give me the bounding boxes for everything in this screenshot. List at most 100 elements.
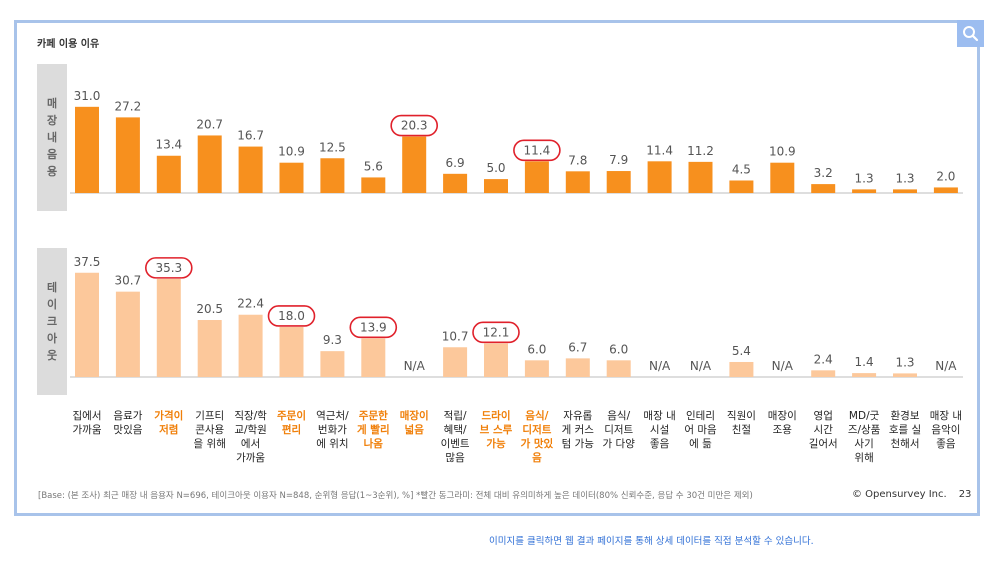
circle-takeout-7 [349,316,398,339]
copyright-block: © Opensurvey Inc. 23 [852,489,971,500]
label-dinein-17: 10.9 [769,145,796,159]
label-dinein-4: 16.7 [237,129,264,143]
label-dinein-2: 13.4 [155,138,182,152]
label-dinein-5: 10.9 [278,145,305,159]
label-takeout-12: 6.7 [568,340,587,354]
circle-takeout-10 [472,321,520,344]
bar-dinein-10 [484,179,508,193]
click-hint[interactable]: 이미지를 클릭하면 웹 결과 페이지를 통해 상세 데이터를 직접 분석할 수 … [489,536,814,547]
bar-takeout-13 [606,360,631,377]
bar-takeout-16 [729,361,754,377]
label-takeout-3: 20.5 [196,302,223,316]
label-dinein-20: 1.3 [895,171,914,185]
label-dinein-6: 12.5 [319,140,346,154]
chart-title: 카페 이용 이유 [37,39,100,50]
category-label-7: 주문한 게 빨리 나옴 [357,409,390,450]
category-label-12: 자유롭 게 커스 텀 가능 [562,410,595,450]
category-label-19: MD/굿 즈/상품 사기 위해 [848,410,881,464]
label-takeout-20: 1.3 [895,355,914,369]
category-label-3: 기프티 콘사용 을 위해 [194,410,226,450]
bar-dinein-12 [565,171,590,193]
category-label-4: 직장/학 교/학원 에서 가까움 [234,410,267,464]
bar-takeout-3 [197,320,222,377]
bar-dinein-4 [238,146,263,193]
bar-dinein-8 [402,136,427,193]
label-dinein-13: 7.9 [609,153,628,167]
circle-takeout-5 [267,305,316,327]
label-takeout-10: 12.1 [483,325,510,339]
category-label-5: 주문이 편리 [277,409,306,436]
search-icon [963,26,979,42]
bar-dinein-16 [729,180,754,193]
bar-dinein-14 [647,161,672,193]
label-takeout-1: 30.7 [115,274,142,288]
footnote: [Base: (본 조사) 최근 매장 내 음용자 N=696, 테이크아웃 이… [38,491,753,501]
label-takeout-8: N/A [404,359,426,373]
category-label-13: 음식/디저트 가 다양 [603,410,636,450]
label-dinein-0: 31.0 [74,89,101,103]
label-takeout-0: 37.5 [74,255,101,269]
label-takeout-14: N/A [649,359,671,373]
bar-dinein-20 [893,189,917,193]
label-takeout-15: N/A [690,359,712,373]
category-label-8: 매장이 넓음 [400,409,429,436]
bar-dinein-11 [524,161,549,193]
category-label-6: 역근처/번화가 에 위치 [316,410,349,450]
label-takeout-6: 9.3 [323,333,342,347]
label-dinein-8: 20.3 [401,119,428,133]
category-label-18: 영업 시간 길어서 [809,409,838,450]
bar-dinein-19 [852,189,877,193]
label-dinein-1: 27.2 [115,99,142,113]
label-takeout-19: 1.4 [855,355,874,369]
bar-dinein-7 [361,177,386,193]
category-label-17: 매장이 조용 [768,410,797,436]
category-label-11: 음식/디저트 가 맛있 음 [521,409,554,464]
category-label-20: 환경보 호를 실 천해서 [889,409,921,450]
bar-dinein-0 [75,106,99,193]
category-label-0: 집에서 가까움 [73,410,102,436]
category-label-1: 음료가 맛있음 [113,410,142,436]
bar-takeout-18 [811,370,836,377]
label-dinein-18: 3.2 [814,166,833,180]
label-dinein-9: 6.9 [446,156,465,170]
bar-takeout-11 [524,360,549,377]
bar-dinein-1 [115,117,140,193]
circle-dinein-8 [390,114,439,137]
bar-dinein-18 [811,184,836,193]
category-label-10: 드라이 브 스루 가능 [480,409,513,450]
circle-dinein-11 [513,139,561,162]
bar-takeout-6 [320,351,345,377]
label-dinein-14: 11.4 [646,143,673,157]
bar-takeout-19 [852,373,877,377]
bar-takeout-4 [238,314,263,377]
bar-takeout-12 [565,358,590,377]
bar-dinein-9 [443,173,468,193]
bar-dinein-6 [320,158,345,193]
bar-dinein-17 [770,162,795,193]
category-label-15: 인테리 어 마음 에 듦 [684,410,717,450]
bar-takeout-10 [484,343,508,377]
label-dinein-12: 7.8 [568,153,587,167]
category-label-9: 적립/혜택/이벤트 많음 [441,409,470,464]
label-takeout-17: N/A [772,359,794,373]
search-button[interactable] [957,20,984,47]
bar-dinein-5 [279,162,304,193]
label-takeout-7: 13.9 [360,320,387,334]
label-dinein-10: 5.0 [486,161,505,175]
label-takeout-5: 18.0 [278,309,305,323]
figure-frame[interactable] [14,20,980,516]
label-takeout-21: N/A [935,359,957,373]
bar-takeout-20 [893,373,917,377]
label-dinein-19: 1.3 [855,171,874,185]
label-dinein-16: 4.5 [732,162,751,176]
category-label-14: 매장 내 시설 좋음 [643,410,675,450]
label-takeout-11: 6.0 [527,342,546,356]
label-dinein-11: 11.4 [524,143,551,157]
bar-dinein-13 [606,171,631,193]
label-takeout-9: 10.7 [442,329,469,343]
bar-takeout-9 [443,347,468,377]
category-label-2: 가격이 저렴 [154,409,183,436]
page-number: 23 [958,489,972,500]
